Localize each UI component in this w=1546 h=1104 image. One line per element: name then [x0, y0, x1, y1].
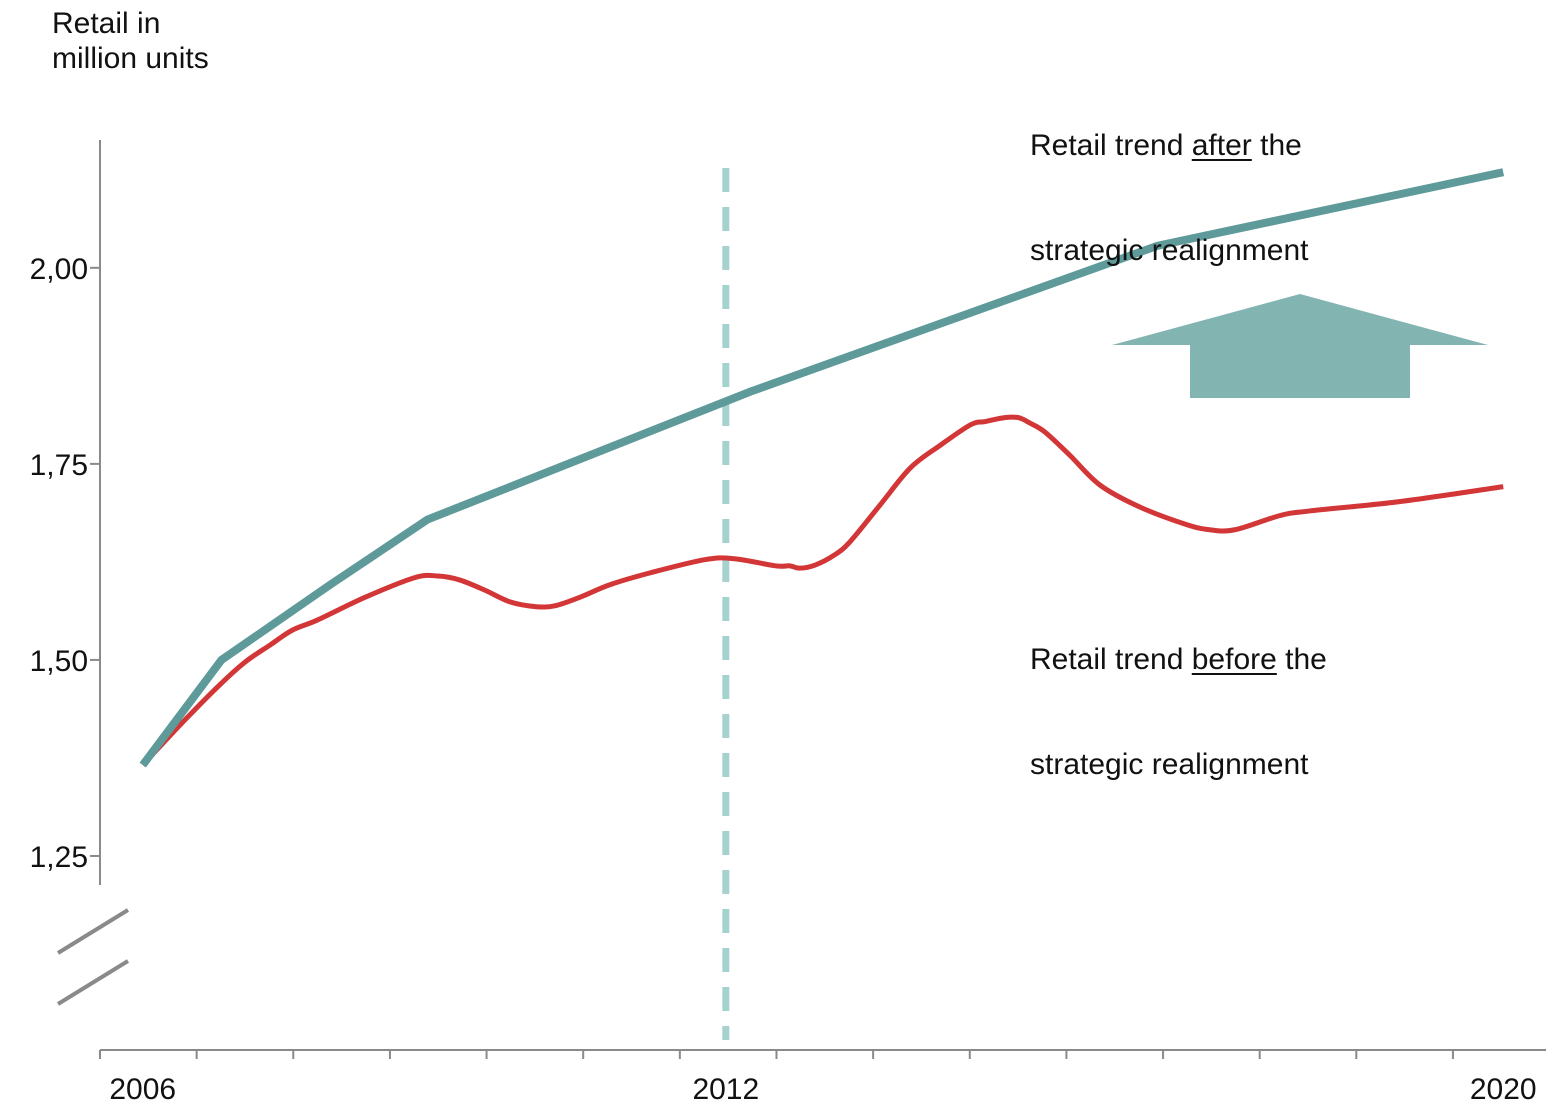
axis-break-mark-upper: [56, 908, 130, 955]
y-axis-label-line-1: Retail in: [52, 7, 161, 40]
axis-break-mark-lower: [56, 959, 130, 1006]
y-tick-label: 1,75: [30, 449, 88, 482]
axes: 2,00 1,75 1,50 1,25 2006 2012 2020: [30, 140, 1546, 1104]
x-tick-label: 2012: [692, 1073, 759, 1104]
annotation-before-line-2: strategic realignment: [1030, 748, 1309, 781]
annotation-after-suffix: the: [1251, 129, 1302, 162]
annotation-before-emphasis: before: [1191, 643, 1277, 676]
y-tick-label: 1,25: [30, 841, 88, 874]
series-line-before: [140, 414, 1504, 767]
y-tick-label: 1,50: [30, 645, 88, 678]
annotation-after-prefix: Retail trend: [1030, 129, 1192, 162]
up-arrow-shape: [1112, 294, 1488, 398]
series-line-after: [139, 168, 1505, 768]
annotation-after-emphasis: after: [1191, 129, 1252, 162]
x-tick-label: 2006: [109, 1073, 176, 1104]
y-axis-label: Retail in million units: [52, 6, 209, 76]
y-tick-label: 2,00: [30, 253, 88, 286]
annotation-after: Retail trend after the strategic realign…: [1030, 58, 1308, 338]
annotation-after-line-1: Retail trend after the: [1030, 128, 1308, 163]
x-tick-label: 2020: [1470, 1073, 1537, 1104]
series-lines: [139, 168, 1505, 768]
annotation-before-prefix: Retail trend: [1030, 643, 1192, 676]
annotation-after-line-2: strategic realignment: [1030, 234, 1309, 267]
annotation-before: Retail trend before the strategic realig…: [1030, 572, 1327, 852]
annotation-before-line-1: Retail trend before the: [1030, 642, 1327, 677]
annotation-before-suffix: the: [1276, 643, 1327, 676]
y-axis-label-line-2: million units: [52, 42, 209, 75]
